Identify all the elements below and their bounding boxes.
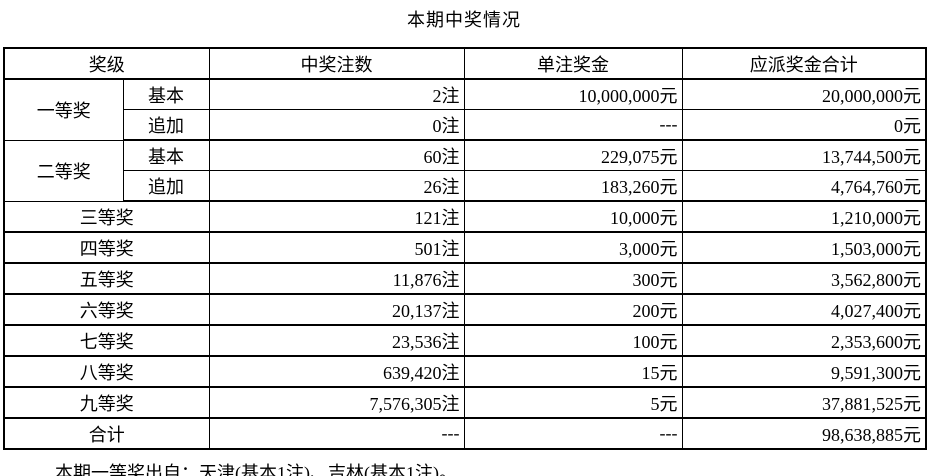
- count-cell: 0注: [208, 109, 465, 141]
- prize-level-cell: 三等奖: [3, 200, 210, 233]
- single-prize-cell: ---: [463, 109, 683, 141]
- table-row-total: 合计 --- --- 98,638,885元: [3, 417, 927, 450]
- single-prize-cell: 3,000元: [463, 231, 683, 264]
- count-cell: 23,536注: [208, 324, 465, 357]
- count-cell: 2注: [208, 78, 465, 110]
- total-prize-cell: 98,638,885元: [681, 417, 927, 450]
- count-cell: 501注: [208, 231, 465, 264]
- total-prize-cell: 37,881,525元: [681, 386, 927, 419]
- prize-level-cell: 九等奖: [3, 386, 210, 419]
- single-prize-cell: 10,000,000元: [463, 78, 683, 110]
- subtype-cell: 基本: [122, 139, 210, 171]
- count-cell: 11,876注: [208, 262, 465, 295]
- winnings-table: 奖级 中奖注数 单注奖金 应派奖金合计 一等奖 基本 2注 10,000,000…: [3, 47, 927, 450]
- header-prize-level: 奖级: [3, 47, 210, 80]
- count-cell: 121注: [208, 200, 465, 233]
- table-row: 追加 26注 183,260元 4,764,760元: [4, 170, 927, 202]
- header-row: 奖级 中奖注数 单注奖金 应派奖金合计: [3, 47, 927, 80]
- count-cell: 639,420注: [208, 355, 465, 388]
- table-row: 五等奖 11,876注 300元 3,562,800元: [3, 262, 927, 295]
- prize-level-cell: 二等奖: [3, 139, 124, 202]
- total-prize-cell: 1,503,000元: [681, 231, 927, 264]
- total-prize-cell: 20,000,000元: [681, 78, 927, 110]
- table-row: 九等奖 7,576,305注 5元 37,881,525元: [3, 386, 927, 419]
- prize-level-cell: 八等奖: [3, 355, 210, 388]
- total-prize-cell: 4,027,400元: [681, 293, 927, 326]
- prize-level-cell: 一等奖: [3, 78, 124, 141]
- single-prize-cell: 5元: [463, 386, 683, 419]
- header-single-prize: 单注奖金: [463, 47, 683, 80]
- count-cell: 60注: [208, 139, 465, 171]
- total-prize-cell: 13,744,500元: [681, 139, 927, 171]
- single-prize-cell: 100元: [463, 324, 683, 357]
- table-row: 七等奖 23,536注 100元 2,353,600元: [3, 324, 927, 357]
- subtype-cell: 基本: [122, 78, 210, 110]
- table-row: 二等奖 基本 60注 229,075元 13,744,500元: [3, 139, 927, 202]
- total-prize-cell: 1,210,000元: [681, 200, 927, 233]
- table-row: 六等奖 20,137注 200元 4,027,400元: [3, 293, 927, 326]
- subtype-cell: 追加: [122, 170, 210, 202]
- total-prize-cell: 4,764,760元: [681, 170, 927, 202]
- total-prize-cell: 2,353,600元: [681, 324, 927, 357]
- prize-level-cell: 六等奖: [3, 293, 210, 326]
- single-prize-cell: 200元: [463, 293, 683, 326]
- count-cell: 7,576,305注: [208, 386, 465, 419]
- page-title: 本期中奖情况: [407, 10, 521, 30]
- single-prize-cell: 300元: [463, 262, 683, 295]
- table-row: 八等奖 639,420注 15元 9,591,300元: [3, 355, 927, 388]
- single-prize-cell: 229,075元: [463, 139, 683, 171]
- table-row: 四等奖 501注 3,000元 1,503,000元: [3, 231, 927, 264]
- total-prize-cell: 9,591,300元: [681, 355, 927, 388]
- single-prize-cell: 15元: [463, 355, 683, 388]
- prize-level-cell: 七等奖: [3, 324, 210, 357]
- count-cell: 20,137注: [208, 293, 465, 326]
- single-prize-cell: 183,260元: [463, 170, 683, 202]
- subtype-cell: 追加: [122, 109, 210, 141]
- total-prize-cell: 3,562,800元: [681, 262, 927, 295]
- total-prize-cell: 0元: [681, 109, 927, 141]
- prize-level-cell: 四等奖: [3, 231, 210, 264]
- single-prize-cell: 10,000元: [463, 200, 683, 233]
- table-row: 三等奖 121注 10,000元 1,210,000元: [3, 200, 927, 233]
- count-cell: ---: [208, 417, 465, 450]
- prize-level-cell: 合计: [3, 417, 210, 450]
- prize-level-cell: 五等奖: [3, 262, 210, 295]
- table-row: 一等奖 基本 2注 10,000,000元 20,000,000元: [3, 78, 927, 141]
- header-total-prize: 应派奖金合计: [681, 47, 927, 80]
- first-prize-origin-note: 本期一等奖出自：天津(基本1注)、吉林(基本1注)。: [55, 463, 457, 476]
- header-winning-bets: 中奖注数: [208, 47, 465, 80]
- count-cell: 26注: [208, 170, 465, 202]
- table-row: 追加 0注 --- 0元: [4, 109, 927, 141]
- single-prize-cell: ---: [463, 417, 683, 450]
